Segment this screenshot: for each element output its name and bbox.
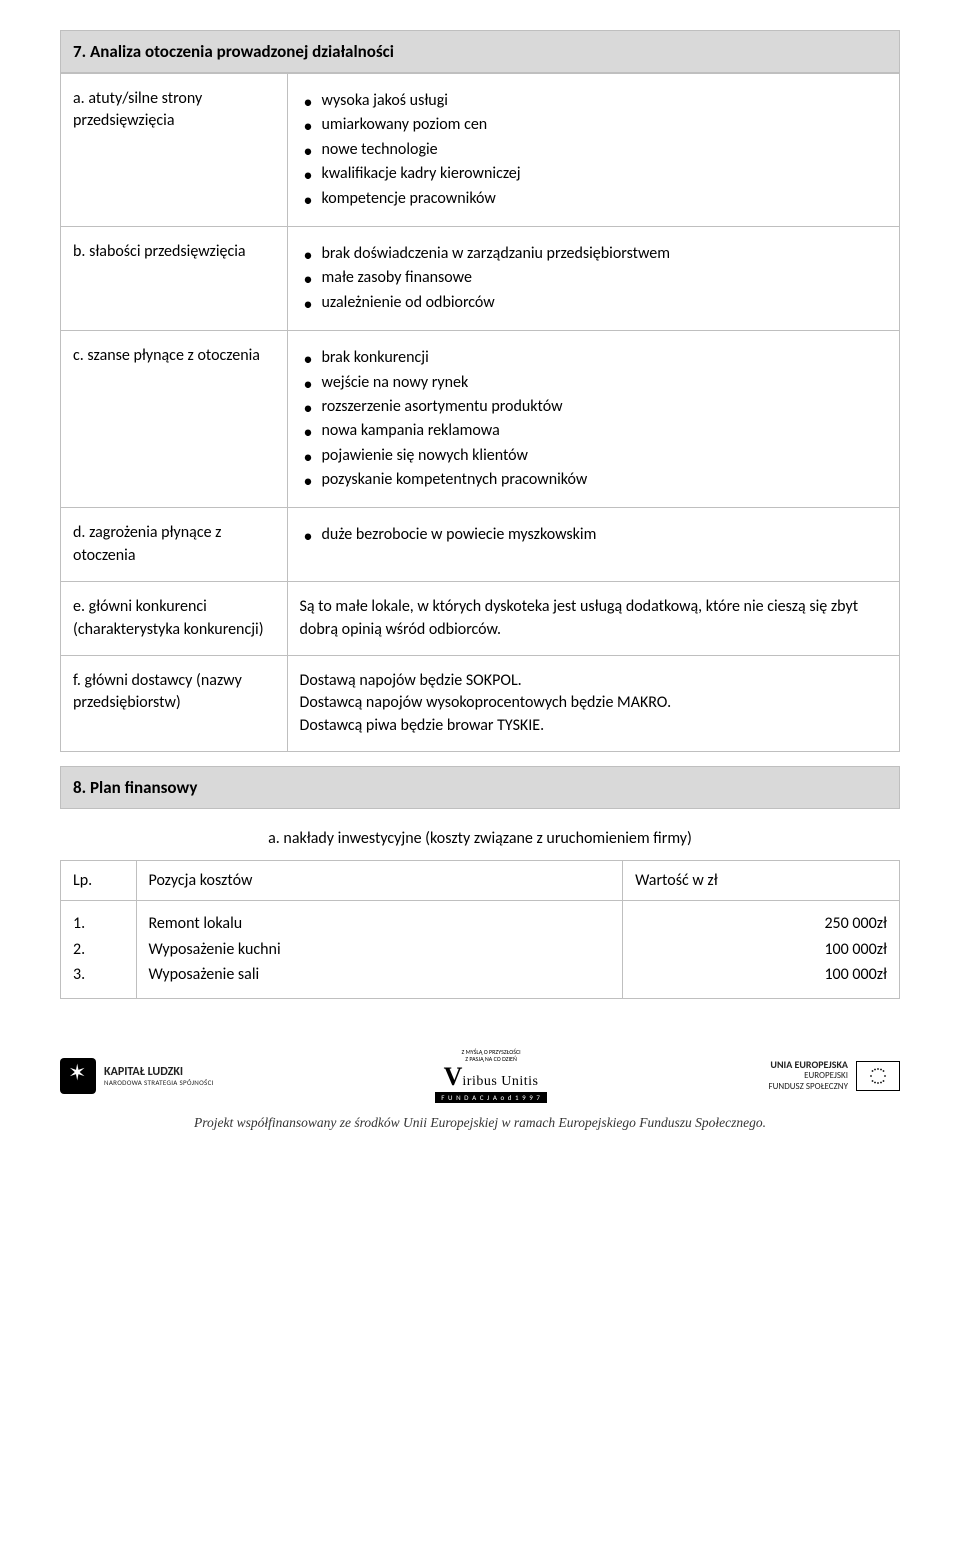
eu-flag-icon	[856, 1061, 900, 1091]
row-c-content: brak konkurencji wejście na nowy rynek r…	[287, 331, 899, 508]
row-f-label: f. główni dostawcy (nazwy przedsiębiorst…	[61, 656, 288, 752]
list-item: małe zasoby finansowe	[322, 267, 887, 289]
list-item: pojawienie się nowych klientów	[322, 445, 887, 467]
list-item: nowe technologie	[322, 139, 887, 161]
costs-table: Lp. Pozycja kosztów Wartość w zł 1. 2. 3…	[60, 860, 900, 999]
costs-header-row: Lp. Pozycja kosztów Wartość w zł	[61, 861, 900, 901]
row-f: f. główni dostawcy (nazwy przedsiębiorst…	[61, 656, 900, 752]
section8-header: 8. Plan finansowy	[60, 766, 900, 809]
costs-row: 1. 2. 3. Remont lokalu Wyposażenie kuchn…	[61, 901, 900, 999]
list-item: kompetencje pracowników	[322, 188, 887, 210]
kapital-sub: NARODOWA STRATEGIA SPÓJNOŚCI	[104, 1079, 214, 1087]
list-item: duże bezrobocie w powiecie myszkowskim	[322, 524, 887, 546]
list-item: rozszerzenie asortymentu produktów	[322, 396, 887, 418]
row-d-label: d. zagrożenia płynące z otoczenia	[61, 508, 288, 582]
list-item: wysoka jakoś usługi	[322, 90, 887, 112]
viribus-name: iribus Unitis	[462, 1074, 538, 1089]
row-a-label: a. atuty/silne strony przedsięwzięcia	[61, 74, 288, 227]
costs-pos: Remont lokalu	[149, 911, 611, 937]
row-c-label: c. szanse płynące z otoczenia	[61, 331, 288, 508]
viribus-sub: F U N D A C J A o d 1 9 9 7	[435, 1092, 547, 1103]
footer-bottom-text: Projekt współfinansowany ze środków Unii…	[60, 1115, 900, 1131]
row-c: c. szanse płynące z otoczenia brak konku…	[61, 331, 900, 508]
costs-pos: Wyposażenie sali	[149, 962, 611, 988]
page-content: 7. Analiza otoczenia prowadzonej działal…	[0, 0, 960, 1019]
list-item: uzależnienie od odbiorców	[322, 292, 887, 314]
costs-header-val: Wartość w zł	[623, 861, 900, 901]
logo-eu: UNIA EUROPEJSKA EUROPEJSKI FUNDUSZ SPOŁE…	[768, 1059, 900, 1093]
row-a: a. atuty/silne strony przedsięwzięcia wy…	[61, 74, 900, 227]
costs-pos: Wyposażenie kuchni	[149, 937, 611, 963]
row-e: e. główni konkurenci (charakterystyka ko…	[61, 582, 900, 656]
costs-lp: 1.	[73, 911, 124, 937]
section7-header: 7. Analiza otoczenia prowadzonej działal…	[60, 30, 900, 73]
eu-line3: FUNDUSZ SPOŁECZNY	[768, 1082, 848, 1093]
viribus-top: Z MYŚLĄ O PRZYSZŁOŚCI Z PASJĄ NA CO DZIE…	[435, 1049, 547, 1062]
viribus-v-icon: V	[444, 1062, 463, 1091]
logo-kapital-ludzki: KAPITAŁ LUDZKI NARODOWA STRATEGIA SPÓJNO…	[60, 1058, 214, 1094]
costs-val: 100 000zł	[635, 962, 887, 988]
footer-logos: KAPITAŁ LUDZKI NARODOWA STRATEGIA SPÓJNO…	[60, 1049, 900, 1103]
list-item: umiarkowany poziom cen	[322, 114, 887, 136]
costs-val-cell: 250 000zł 100 000zł 100 000zł	[623, 901, 900, 999]
row-f-content: Dostawą napojów będzie SOKPOL. Dostawcą …	[287, 656, 899, 752]
list-item: brak doświadczenia w zarządzaniu przedsi…	[322, 243, 887, 265]
costs-header-lp: Lp.	[61, 861, 137, 901]
list-item: kwalifikacje kadry kierowniczej	[322, 163, 887, 185]
list-item: nowa kampania reklamowa	[322, 420, 887, 442]
costs-header-pos: Pozycja kosztów	[136, 861, 623, 901]
kapital-title: KAPITAŁ LUDZKI	[104, 1066, 214, 1079]
logo-viribus: Z MYŚLĄ O PRZYSZŁOŚCI Z PASJĄ NA CO DZIE…	[435, 1049, 547, 1103]
row-a-content: wysoka jakoś usługi umiarkowany poziom c…	[287, 74, 899, 227]
costs-val: 100 000zł	[635, 937, 887, 963]
section8-subtitle: a. nakłady inwestycyjne (koszty związane…	[60, 809, 900, 860]
list-item: wejście na nowy rynek	[322, 372, 887, 394]
row-b-label: b. słabości przedsięwzięcia	[61, 226, 288, 330]
page-footer: KAPITAŁ LUDZKI NARODOWA STRATEGIA SPÓJNO…	[0, 1019, 960, 1151]
row-b: b. słabości przedsięwzięcia brak doświad…	[61, 226, 900, 330]
row-b-content: brak doświadczenia w zarządzaniu przedsi…	[287, 226, 899, 330]
star-icon	[60, 1058, 96, 1094]
list-item: pozyskanie kompetentnych pracowników	[322, 469, 887, 491]
row-e-content: Są to małe lokale, w których dyskoteka j…	[287, 582, 899, 656]
costs-val: 250 000zł	[635, 911, 887, 937]
costs-lp: 3.	[73, 962, 124, 988]
section7-table: a. atuty/silne strony przedsięwzięcia wy…	[60, 73, 900, 752]
row-e-label: e. główni konkurenci (charakterystyka ko…	[61, 582, 288, 656]
costs-lp-cell: 1. 2. 3.	[61, 901, 137, 999]
row-d: d. zagrożenia płynące z otoczenia duże b…	[61, 508, 900, 582]
row-d-content: duże bezrobocie w powiecie myszkowskim	[287, 508, 899, 582]
costs-lp: 2.	[73, 937, 124, 963]
list-item: brak konkurencji	[322, 347, 887, 369]
costs-pos-cell: Remont lokalu Wyposażenie kuchni Wyposaż…	[136, 901, 623, 999]
